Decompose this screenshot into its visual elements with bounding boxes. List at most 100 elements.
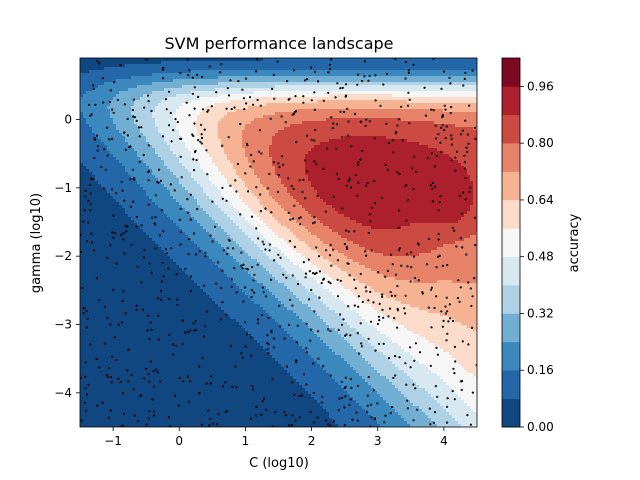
contour-cell [458, 64, 462, 68]
contour-cell [101, 118, 105, 122]
contour-cell [194, 136, 198, 140]
contour-cell [251, 121, 255, 125]
contour-cell [332, 103, 336, 107]
contour-cell [302, 154, 306, 158]
contour-cell [458, 76, 462, 80]
contour-cell [212, 85, 216, 89]
contour-cell [143, 154, 147, 158]
contour-cell [269, 154, 273, 158]
contour-cell [116, 124, 120, 128]
contour-cell [248, 100, 252, 104]
contour-cell [227, 157, 231, 161]
contour-cell [203, 163, 207, 167]
contour-cell [113, 124, 117, 128]
contour-cell [101, 130, 105, 134]
contour-cell [326, 118, 330, 122]
contour-cell [395, 160, 399, 164]
contour-cell [185, 160, 189, 164]
contour-cell [218, 100, 222, 104]
contour-cell [110, 64, 114, 68]
contour-cell [86, 169, 90, 173]
contour-cell [380, 139, 384, 143]
contour-cell [356, 67, 360, 71]
contour-cell [317, 160, 321, 164]
contour-cell [275, 130, 279, 134]
contour-cell [131, 73, 135, 77]
contour-cell [137, 97, 141, 101]
contour-cell [224, 121, 228, 125]
contour-cell [362, 154, 366, 158]
contour-cell [431, 133, 435, 137]
contour-cell [326, 142, 330, 146]
contour-cell [350, 103, 354, 107]
contour-cell [164, 61, 168, 65]
contour-cell [305, 166, 309, 170]
contour-cell [200, 121, 204, 125]
contour-cell [425, 127, 429, 131]
contour-cell [341, 76, 345, 80]
contour-cell [101, 94, 105, 98]
contour-cell [347, 121, 351, 125]
contour-cell [230, 88, 234, 92]
contour-cell [395, 136, 399, 140]
contour-cell [413, 67, 417, 71]
contour-cell [467, 112, 471, 116]
contour-cell [128, 85, 132, 89]
contour-cell [266, 67, 270, 71]
contour-cell [164, 160, 168, 164]
contour-cell [281, 127, 285, 131]
contour-cell [110, 61, 114, 65]
contour-cell [362, 79, 366, 83]
contour-cell [410, 85, 414, 89]
contour-cell [98, 169, 102, 173]
contour-cell [206, 136, 210, 140]
contour-cell [386, 97, 390, 101]
contour-cell [449, 115, 453, 119]
contour-cell [275, 94, 279, 98]
contour-cell [440, 64, 444, 68]
contour-cell [224, 85, 228, 89]
contour-cell [311, 133, 315, 137]
contour-cell [245, 130, 249, 134]
contour-cell [98, 166, 102, 170]
contour-cell [449, 124, 453, 128]
contour-cell [431, 121, 435, 125]
contour-cell [116, 82, 120, 86]
contour-cell [173, 124, 177, 128]
contour-cell [470, 76, 474, 80]
contour-cell [251, 88, 255, 92]
contour-cell [344, 160, 348, 164]
contour-cell [155, 67, 159, 71]
contour-cell [128, 118, 132, 122]
contour-cell [275, 73, 279, 77]
contour-cell [194, 115, 198, 119]
contour-cell [101, 73, 105, 77]
contour-cell [104, 118, 108, 122]
contour-cell [248, 169, 252, 173]
contour-cell [317, 76, 321, 80]
contour-cell [203, 73, 207, 77]
contour-cell [248, 97, 252, 101]
contour-cell [254, 91, 258, 95]
contour-cell [431, 67, 435, 71]
contour-cell [155, 157, 159, 161]
contour-cell [170, 154, 174, 158]
contour-cell [440, 166, 444, 170]
contour-cell [254, 127, 258, 131]
contour-cell [113, 100, 117, 104]
contour-cell [173, 151, 177, 155]
contour-cell [305, 103, 309, 107]
contour-cell [173, 166, 177, 170]
contour-cell [380, 67, 384, 71]
contour-cell [140, 166, 144, 170]
contour-cell [80, 70, 84, 74]
contour-cell [341, 163, 345, 167]
contour-cell [419, 151, 423, 155]
contour-cell [335, 85, 339, 89]
contour-cell [194, 148, 198, 152]
contour-cell [215, 145, 219, 149]
contour-cell [269, 67, 273, 71]
contour-cell [206, 61, 210, 65]
contour-cell [398, 58, 402, 62]
contour-cell [326, 82, 330, 86]
